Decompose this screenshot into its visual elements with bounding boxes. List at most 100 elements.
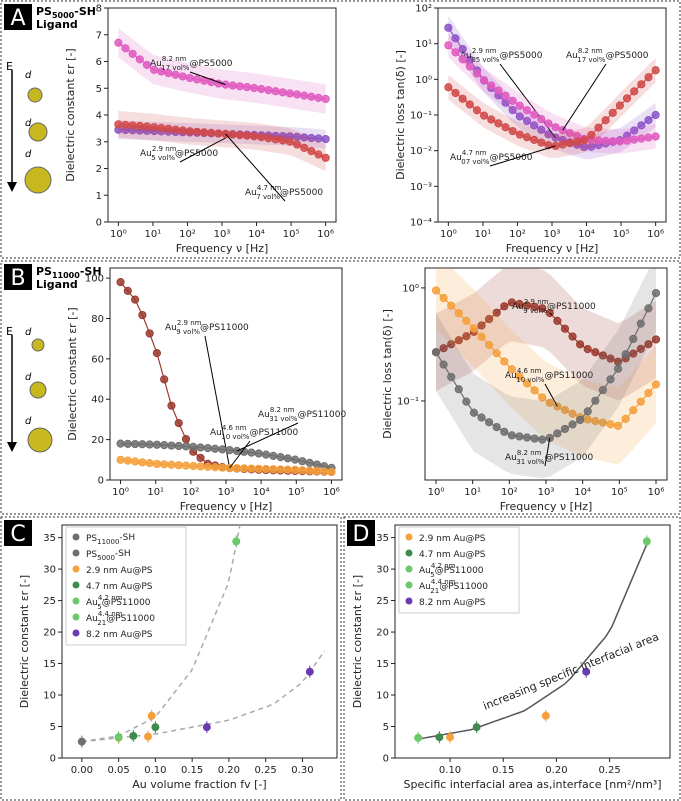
data-point xyxy=(598,351,607,360)
y-tick-label: 20 xyxy=(91,435,104,446)
data-point xyxy=(462,397,471,406)
legend-marker xyxy=(72,613,80,621)
data-point xyxy=(515,112,524,121)
data-point xyxy=(232,464,242,473)
legend-marker xyxy=(405,597,413,605)
x-tick-label: 10³ xyxy=(544,229,561,240)
data-point xyxy=(630,135,639,144)
data-point xyxy=(621,414,630,423)
y-tick-label: 35 xyxy=(43,533,56,544)
data-point xyxy=(621,350,630,359)
data-point xyxy=(269,465,278,474)
data-point xyxy=(314,93,323,102)
data-point xyxy=(214,129,223,138)
data-point xyxy=(242,83,252,92)
data-point xyxy=(544,119,553,128)
data-point xyxy=(196,453,205,462)
data-point xyxy=(305,466,314,475)
y-axis-label: Dielectric constant εr [-] xyxy=(66,307,79,440)
data-point xyxy=(152,440,162,449)
data-point xyxy=(116,278,125,287)
data-point xyxy=(276,465,285,474)
data-point xyxy=(171,70,180,79)
legend-label: 8.2 nm Au@PS xyxy=(419,598,486,608)
data-point xyxy=(321,94,330,104)
dipole-label-b1: d xyxy=(25,327,32,338)
data-point xyxy=(314,150,323,159)
x-tick-label: 10⁵ xyxy=(611,487,628,498)
data-point xyxy=(207,128,216,137)
data-point xyxy=(507,431,516,440)
data-point xyxy=(138,440,147,449)
data-point xyxy=(522,116,532,126)
data-point xyxy=(538,304,547,313)
data-point xyxy=(196,462,205,471)
legend-marker xyxy=(72,565,80,573)
e-field-arrowhead-a xyxy=(7,182,17,192)
x-tick-label: 10¹ xyxy=(147,487,164,498)
nanoparticle-small-b xyxy=(31,338,45,352)
svg-text:B: B xyxy=(10,266,25,291)
x-tick-label: 10¹ xyxy=(475,229,492,240)
x-tick-label: 0.20 xyxy=(218,765,240,776)
label-arrow xyxy=(489,145,556,167)
data-point xyxy=(167,401,176,410)
data-point xyxy=(451,48,460,57)
data-point xyxy=(487,81,496,90)
label-arrow xyxy=(236,422,299,452)
data-point xyxy=(114,120,123,129)
data-point xyxy=(583,407,592,416)
data-point xyxy=(130,439,140,449)
data-point xyxy=(228,81,237,90)
data-point xyxy=(485,314,494,324)
legend-marker xyxy=(72,549,80,557)
data-point xyxy=(123,439,132,448)
y-tick-label: 8 xyxy=(96,4,102,15)
series-label: Au4.6 nm 10 vol%@PS11000 xyxy=(505,367,594,384)
y-tick-label: 2 xyxy=(96,164,102,175)
y-tick-label: 10⁻² xyxy=(410,146,432,157)
label-arrow xyxy=(189,71,226,86)
data-point xyxy=(128,49,137,58)
x-tick-label: 0.10 xyxy=(144,765,166,776)
data-point xyxy=(477,321,486,330)
data-point xyxy=(644,133,653,142)
data-point xyxy=(181,442,191,451)
data-point xyxy=(608,137,617,146)
data-point xyxy=(257,84,266,94)
data-point xyxy=(601,116,610,125)
data-point xyxy=(537,125,546,134)
legend-label: 8.2 nm Au@PS xyxy=(86,630,153,640)
data-point xyxy=(500,302,509,311)
data-point xyxy=(285,89,294,98)
data-point xyxy=(283,454,292,463)
series-band xyxy=(118,110,326,172)
data-point xyxy=(507,298,516,307)
y-tick-label: 0 xyxy=(383,754,389,765)
legend-label: Au4.2 nm 5@PS11000 xyxy=(419,562,484,579)
y-tick-label: 80 xyxy=(91,314,104,325)
data-point xyxy=(454,336,463,345)
data-point xyxy=(458,94,467,103)
series-band xyxy=(118,28,326,114)
data-point xyxy=(123,286,132,295)
nanoparticle-large-a xyxy=(24,166,52,194)
nanoparticle-small-a xyxy=(27,87,43,103)
data-point xyxy=(522,301,532,310)
data-point xyxy=(644,116,653,125)
data-point xyxy=(636,344,645,353)
np-schematic-a: E d d d xyxy=(6,60,52,194)
x-tick-label: 10⁴ xyxy=(574,487,591,498)
data-point xyxy=(178,72,187,81)
data-point xyxy=(130,295,140,304)
data-point xyxy=(568,409,577,418)
data-point xyxy=(439,293,448,303)
plot-frame xyxy=(394,524,671,759)
fit-curve xyxy=(81,524,241,743)
data-point xyxy=(544,130,553,139)
plot-frame xyxy=(61,524,338,759)
data-point xyxy=(77,737,86,746)
data-point xyxy=(500,427,509,436)
data-point xyxy=(530,386,539,395)
data-point xyxy=(565,139,574,148)
